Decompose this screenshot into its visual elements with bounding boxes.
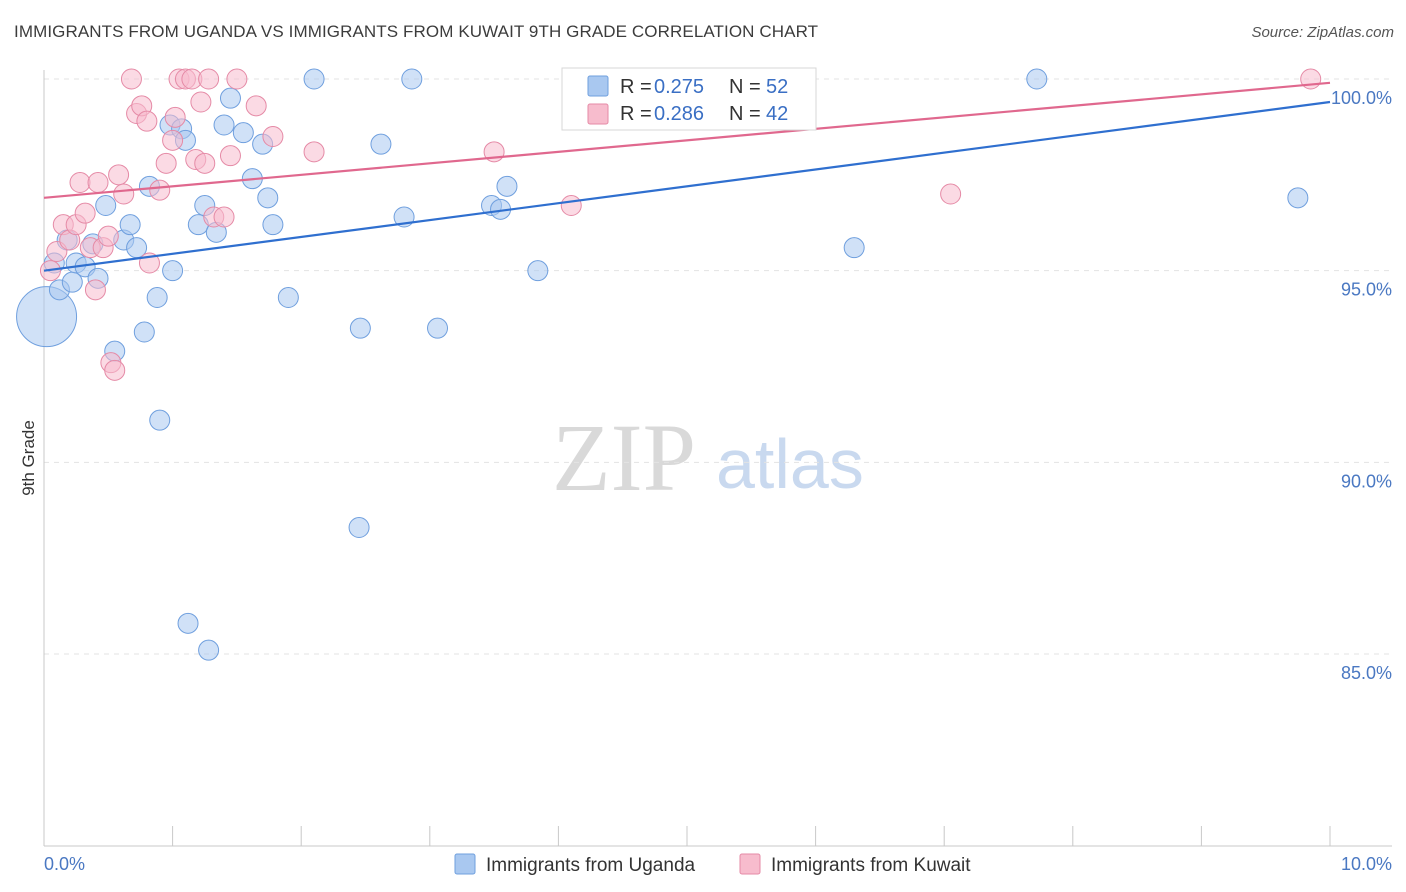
- point-uganda-36: [348, 517, 370, 538]
- point-kuwait-9: [87, 172, 109, 193]
- point-kuwait-13: [104, 359, 126, 381]
- legend-r-value-uganda: 0.275: [654, 76, 704, 98]
- legend-r-value-kuwait: 0.286: [654, 103, 704, 125]
- y-tick-label-85: 85.0%: [1341, 663, 1392, 683]
- point-uganda-12: [119, 214, 141, 236]
- point-kuwait-11: [97, 225, 119, 247]
- point-uganda-50: [1026, 68, 1048, 90]
- point-uganda-37: [349, 317, 371, 339]
- point-uganda-22: [177, 612, 199, 634]
- legend-n-value-kuwait: 42: [766, 103, 788, 125]
- point-kuwait-34: [219, 145, 241, 167]
- y-tick-label-100: 100.0%: [1331, 88, 1392, 108]
- point-kuwait-22: [155, 152, 177, 174]
- point-kuwait-30: [194, 152, 216, 174]
- x-axis-ticks: [43, 826, 1331, 846]
- y-axis-label: 9th Grade: [19, 420, 38, 496]
- point-kuwait-16: [120, 68, 142, 90]
- point-kuwait-31: [198, 68, 220, 90]
- point-uganda-29: [232, 122, 254, 144]
- point-kuwait-33: [213, 206, 235, 228]
- legend-r-label-kuwait: R =: [620, 103, 652, 125]
- y-tick-label-90: 90.0%: [1341, 471, 1392, 491]
- legend-n-label-uganda: N =: [729, 76, 761, 98]
- point-kuwait-35: [226, 68, 248, 90]
- legend-n-value-uganda: 52: [766, 76, 788, 98]
- x-tick-label-min: 0.0%: [44, 854, 85, 874]
- scatter-points: [16, 68, 1322, 661]
- point-kuwait-38: [303, 141, 325, 163]
- point-uganda-34: [277, 287, 299, 308]
- point-uganda-33: [262, 214, 284, 236]
- watermark-atlas: atlas: [716, 425, 864, 503]
- point-uganda-44: [496, 175, 518, 197]
- point-uganda-19: [162, 260, 184, 282]
- point-uganda-38: [370, 133, 392, 155]
- point-kuwait-23: [162, 129, 184, 151]
- series-legend-label-kuwait: Immigrants from Kuwait: [771, 855, 971, 876]
- trend-lines: [43, 81, 1331, 272]
- point-uganda-28: [219, 87, 241, 109]
- point-kuwait-29: [190, 91, 212, 113]
- point-uganda-14: [133, 321, 155, 343]
- legend-swatch-uganda: [587, 75, 609, 97]
- point-uganda-17: [149, 409, 171, 431]
- point-kuwait-24: [164, 106, 186, 128]
- source-credit: Source: ZipAtlas.com: [1251, 24, 1394, 41]
- gridlines: [44, 78, 1392, 655]
- point-uganda-0: [16, 286, 78, 348]
- point-uganda-9: [95, 195, 117, 216]
- point-uganda-16: [146, 287, 168, 308]
- point-uganda-40: [401, 68, 423, 90]
- trend-line-kuwait: [43, 81, 1331, 199]
- point-kuwait-21: [149, 179, 171, 201]
- correlation-legend: R = 0.275 N = 52 R = 0.286 N = 42: [561, 67, 817, 131]
- point-uganda-25: [198, 639, 220, 661]
- point-kuwait-36: [245, 95, 267, 117]
- y-tick-label-95: 95.0%: [1341, 280, 1392, 300]
- point-kuwait-8: [84, 279, 106, 301]
- point-kuwait-5: [69, 172, 91, 193]
- legend-r-label-uganda: R =: [620, 76, 652, 98]
- point-kuwait-6: [74, 202, 96, 224]
- series-legend-label-uganda: Immigrants from Uganda: [486, 855, 696, 876]
- point-kuwait-14: [108, 164, 130, 186]
- point-uganda-51: [1287, 187, 1309, 209]
- point-kuwait-40: [560, 195, 582, 216]
- point-uganda-49: [843, 237, 865, 259]
- point-uganda-27: [213, 114, 235, 136]
- point-uganda-45: [527, 260, 549, 282]
- trend-line-uganda: [43, 100, 1331, 272]
- point-uganda-32: [257, 187, 279, 209]
- chart-title: IMMIGRANTS FROM UGANDA VS IMMIGRANTS FRO…: [14, 22, 819, 41]
- point-kuwait-37: [262, 126, 284, 147]
- watermark-zip: ZIP: [552, 404, 696, 511]
- point-kuwait-41: [940, 183, 962, 205]
- series-legend-swatch-uganda: [454, 853, 476, 875]
- point-kuwait-19: [136, 110, 158, 132]
- point-uganda-35: [303, 68, 325, 90]
- series-legend: Immigrants from Uganda Immigrants from K…: [454, 853, 971, 876]
- x-tick-label-max: 10.0%: [1341, 854, 1392, 874]
- point-uganda-41: [427, 317, 449, 339]
- series-legend-swatch-kuwait: [739, 853, 761, 875]
- point-kuwait-15: [113, 183, 135, 205]
- legend-swatch-kuwait: [587, 103, 609, 125]
- legend-n-label-kuwait: N =: [729, 103, 761, 125]
- y-axis-tick-labels: 85.0% 90.0% 95.0% 100.0%: [1331, 88, 1392, 683]
